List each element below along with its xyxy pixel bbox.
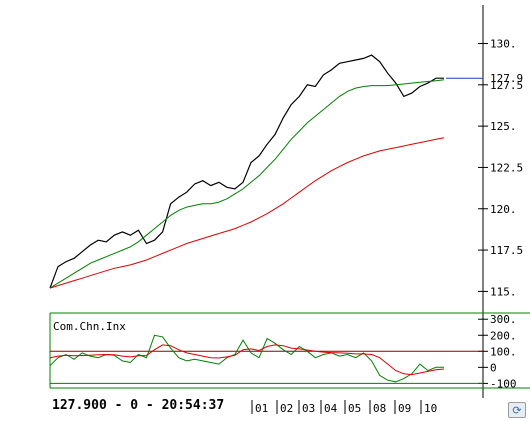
x-tick-label: 02: [280, 402, 293, 415]
y-tick-label: 120.: [490, 203, 517, 216]
x-tick-label: 05: [348, 402, 361, 415]
x-tick-label: 10: [424, 402, 437, 415]
moving-average-red: [49, 137, 445, 289]
y-tick-label: 125.: [490, 120, 517, 133]
x-tick-label: 01: [255, 402, 268, 415]
y-tick-label: 117.5: [490, 244, 523, 257]
x-tick-label: 04: [324, 402, 338, 415]
y-tick-label: 122.5: [490, 161, 523, 174]
price-series: [49, 54, 444, 289]
osc-tick-label: 300.: [490, 313, 517, 326]
x-tick-label: 09: [398, 402, 411, 415]
oscillator-title: Com.Chn.Inx: [53, 320, 126, 333]
y-tick-label: 115.: [490, 285, 517, 298]
y-tick-label: 127.5: [490, 79, 523, 92]
osc-tick-label: 0: [490, 361, 497, 374]
status-readout: 127.900 - 0 - 20:54:37: [52, 398, 227, 413]
x-tick-label: 03: [302, 402, 315, 415]
oscillator-line: [49, 334, 444, 383]
oscillator-signal-line: [49, 344, 445, 376]
osc-tick-label: 200.: [490, 329, 517, 342]
moving-average-green: [49, 79, 445, 289]
refresh-icon[interactable]: ⟳: [508, 402, 526, 418]
last-price-label: 127.9: [490, 72, 523, 85]
y-tick-label: 130.: [490, 37, 517, 50]
osc-tick-label: -100: [490, 377, 517, 390]
x-tick-label: 08: [373, 402, 386, 415]
osc-tick-label: 100.: [490, 345, 517, 358]
